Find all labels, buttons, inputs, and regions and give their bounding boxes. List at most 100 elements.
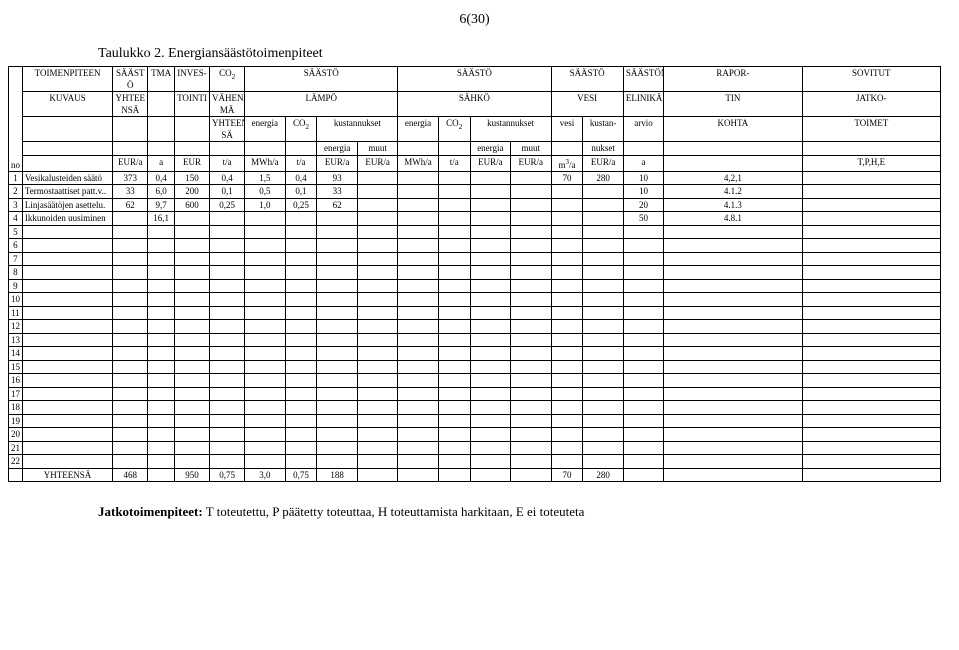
cell [113,455,148,469]
cell [245,225,285,239]
cell [148,293,175,307]
cell [511,333,551,347]
row-desc [22,360,112,374]
u-m3a: m3/a [551,155,583,171]
cell [583,428,623,442]
cell [398,347,438,361]
cell [357,185,397,199]
cell [583,225,623,239]
hdr4-11 [438,142,470,156]
cell [623,320,663,334]
hdr-tma: TMA [148,67,175,92]
cell [664,252,802,266]
cell [398,441,438,455]
cell [357,428,397,442]
cell [551,401,583,415]
u-a-2: a [623,155,663,171]
row-desc [22,347,112,361]
tot-c4: 950 [174,468,209,482]
hdr-inves: INVES- [174,67,209,92]
cell [317,387,357,401]
row-no: 3 [9,198,23,212]
cell [802,387,940,401]
cell [210,306,245,320]
table-row: 19 [9,414,941,428]
tot-c7: 0,75 [285,468,317,482]
cell [470,320,510,334]
cell [511,455,551,469]
cell [802,252,940,266]
hdr4-14 [551,142,583,156]
cell [317,414,357,428]
cell [317,239,357,253]
cell [398,252,438,266]
cell [470,414,510,428]
cell [664,266,802,280]
cell: 4,2,1 [664,171,802,185]
cell [148,266,175,280]
row-no: 14 [9,347,23,361]
cell: 50 [623,212,663,226]
row-desc [22,414,112,428]
cell [511,428,551,442]
cell [285,320,317,334]
cell [802,320,940,334]
cell [398,387,438,401]
cell [583,374,623,388]
hdr-saasto-sahko: SÄÄSTÖ [398,67,551,92]
cell [357,239,397,253]
cell [551,374,583,388]
hdr-co2-s: CO2 [438,117,470,142]
cell [470,347,510,361]
tot-c10 [398,468,438,482]
hdr-e-3 [148,117,175,142]
cell [210,279,245,293]
cell [802,239,940,253]
cell [623,455,663,469]
cell [317,279,357,293]
cell [664,428,802,442]
cell [174,441,209,455]
cell: 0,4 [148,171,175,185]
cell [317,293,357,307]
cell [148,279,175,293]
cell [245,374,285,388]
cell [245,306,285,320]
cell [802,374,940,388]
cell [664,374,802,388]
cell [113,360,148,374]
hdr-saaston: SÄÄSTÖN [623,67,663,92]
cell [245,212,285,226]
row-no: 20 [9,428,23,442]
cell [148,441,175,455]
cell [551,428,583,442]
cell [438,387,470,401]
hdr4-muut1: muut [357,142,397,156]
cell [113,374,148,388]
cell [438,225,470,239]
cell [802,212,940,226]
cell [551,306,583,320]
cell [245,252,285,266]
cell [285,333,317,347]
cell [398,428,438,442]
row-no: 2 [9,185,23,199]
cell [113,428,148,442]
hdr4-1 [22,142,112,156]
cell [470,266,510,280]
cell [113,441,148,455]
cell [664,387,802,401]
cell: 20 [623,198,663,212]
cell: 0,4 [210,171,245,185]
table-row: 6 [9,239,941,253]
cell [551,279,583,293]
cell [623,360,663,374]
row-no: 4 [9,212,23,226]
hdr4-nukset: nukset [583,142,623,156]
cell [802,279,940,293]
cell [583,212,623,226]
cell [357,266,397,280]
tot-c14: 70 [551,468,583,482]
cell [583,198,623,212]
cell: 0,5 [245,185,285,199]
